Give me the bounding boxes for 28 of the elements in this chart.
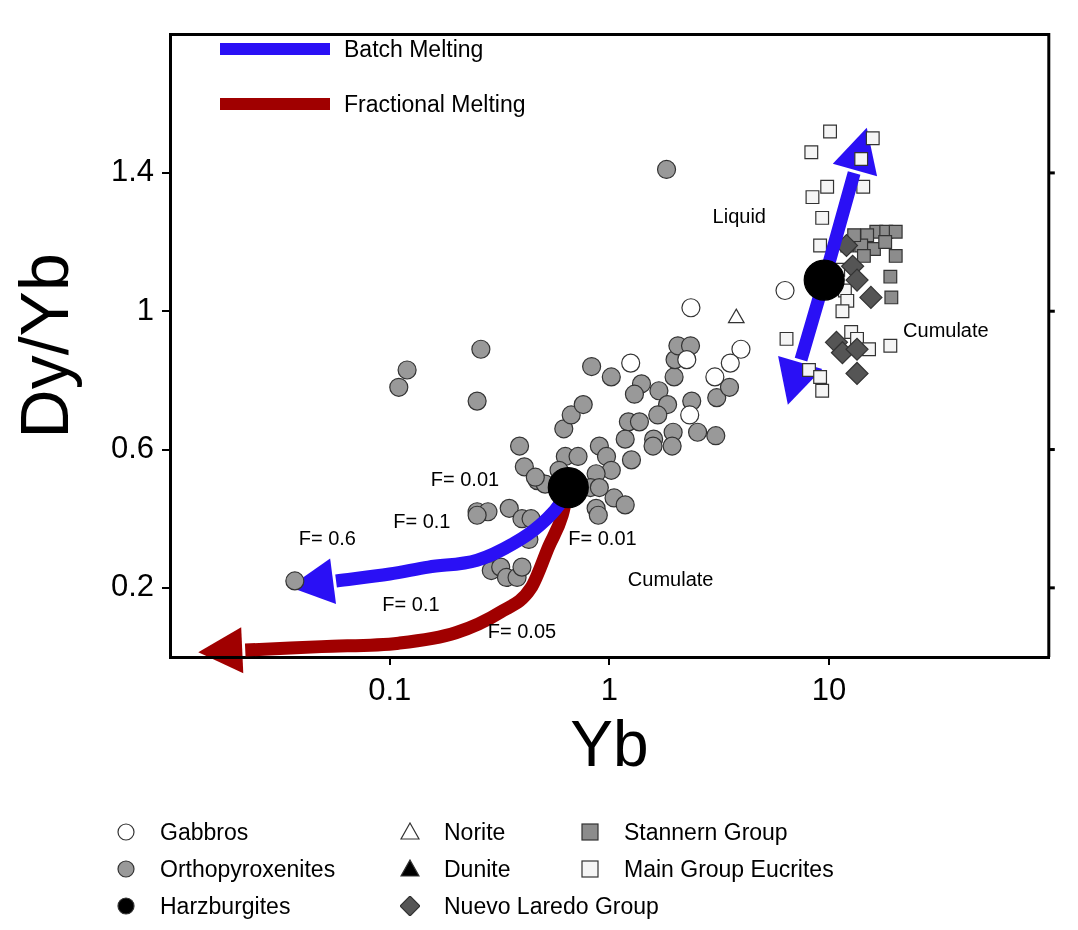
legend-label: Fractional Melting <box>344 90 526 118</box>
annotation: Cumulate <box>903 319 989 342</box>
y-tick-label: 1.4 <box>110 153 154 189</box>
annotation: F= 0.1 <box>393 509 451 532</box>
legend-label: Norite <box>444 818 506 846</box>
annotation: Liquid <box>712 205 766 228</box>
x-tick-label: 10 <box>811 672 847 708</box>
legend-label: Harzburgites <box>160 892 291 920</box>
annotation: F= 0.01 <box>430 468 500 491</box>
x-tick-label: 1 <box>600 672 619 708</box>
legend-label: Batch Melting <box>344 35 484 63</box>
annotation: F= 0.01 <box>568 526 637 549</box>
annotation: F= 0.1 <box>382 592 440 615</box>
annotation: Cumulate <box>627 568 714 591</box>
legend-label: Main Group Eucrites <box>624 855 834 883</box>
legend-label: Gabbros <box>160 818 249 846</box>
y-tick-label: 1 <box>136 291 154 327</box>
y-tick-label: 0.2 <box>110 568 154 604</box>
y-axis-title: Dy/Yb <box>5 253 82 439</box>
x-axis-title: Yb <box>570 708 649 781</box>
annotation: F= 0.6 <box>298 526 356 549</box>
legend-label: Dunite <box>444 855 511 883</box>
legend-label: Nuevo Laredo Group <box>444 892 659 920</box>
legend-label: Stannern Group <box>624 818 788 846</box>
annotation: F= 0.05 <box>487 620 557 643</box>
legend-label: Orthopyroxenites <box>160 855 336 883</box>
x-tick-label: 0.1 <box>368 672 412 708</box>
y-tick-label: 0.6 <box>110 430 154 466</box>
